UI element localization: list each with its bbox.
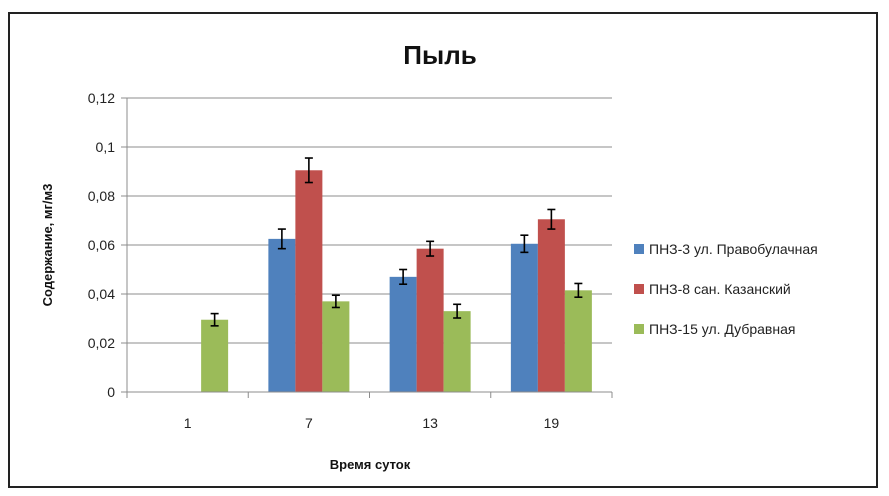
bar (201, 319, 229, 392)
error-bar (453, 303, 462, 319)
x-tick-label: 7 (305, 415, 313, 431)
legend-label: ПНЗ-8 сан. Казанский (649, 281, 791, 297)
error-bar (574, 282, 583, 298)
error-bar (304, 157, 313, 184)
y-axis-label: Содержание, мг/м3 (40, 184, 55, 307)
error-bar (331, 294, 340, 309)
legend-swatch (634, 324, 644, 334)
error-bars (210, 157, 583, 327)
x-tick-label: 13 (422, 415, 438, 431)
bar (537, 219, 565, 392)
x-tick-label: 19 (544, 415, 560, 431)
bars (201, 170, 592, 392)
error-bar (520, 234, 529, 254)
y-tick-labels: 0 0,02 0,04 0,06 0,08 0,1 0,12 (88, 90, 115, 400)
bar (416, 248, 444, 392)
chart-title: Пыль (403, 40, 476, 70)
x-tick-labels: 1 7 13 19 (184, 415, 560, 431)
bar (295, 170, 323, 392)
legend-label: ПНЗ-3 ул. Правобулачная (649, 241, 818, 257)
y-tick-label: 0,06 (88, 237, 115, 253)
legend-swatch (634, 244, 644, 254)
y-tick-label: 0 (107, 384, 115, 400)
bar (389, 276, 417, 392)
y-tick-label: 0,04 (88, 286, 115, 302)
bar (268, 238, 296, 392)
x-axis-label: Время суток (330, 457, 411, 472)
y-tick-label: 0,02 (88, 335, 115, 351)
bar (564, 290, 592, 392)
legend: ПНЗ-3 ул. Правобулачная ПНЗ-8 сан. Казанс… (634, 241, 818, 337)
error-bar (210, 312, 219, 327)
bar (510, 243, 538, 392)
error-bar (426, 240, 435, 257)
y-tick-label: 0,12 (88, 90, 115, 106)
legend-label: ПНЗ-15 ул. Дубравная (649, 321, 795, 337)
error-bar (277, 228, 286, 250)
error-bar (399, 268, 408, 286)
y-tick-label: 0,1 (96, 139, 116, 155)
bar (322, 301, 350, 392)
y-tick-label: 0,08 (88, 188, 115, 204)
bar (443, 311, 471, 392)
x-tick-label: 1 (184, 415, 192, 431)
error-bar (547, 208, 556, 230)
legend-swatch (634, 284, 644, 294)
axes (126, 98, 613, 398)
